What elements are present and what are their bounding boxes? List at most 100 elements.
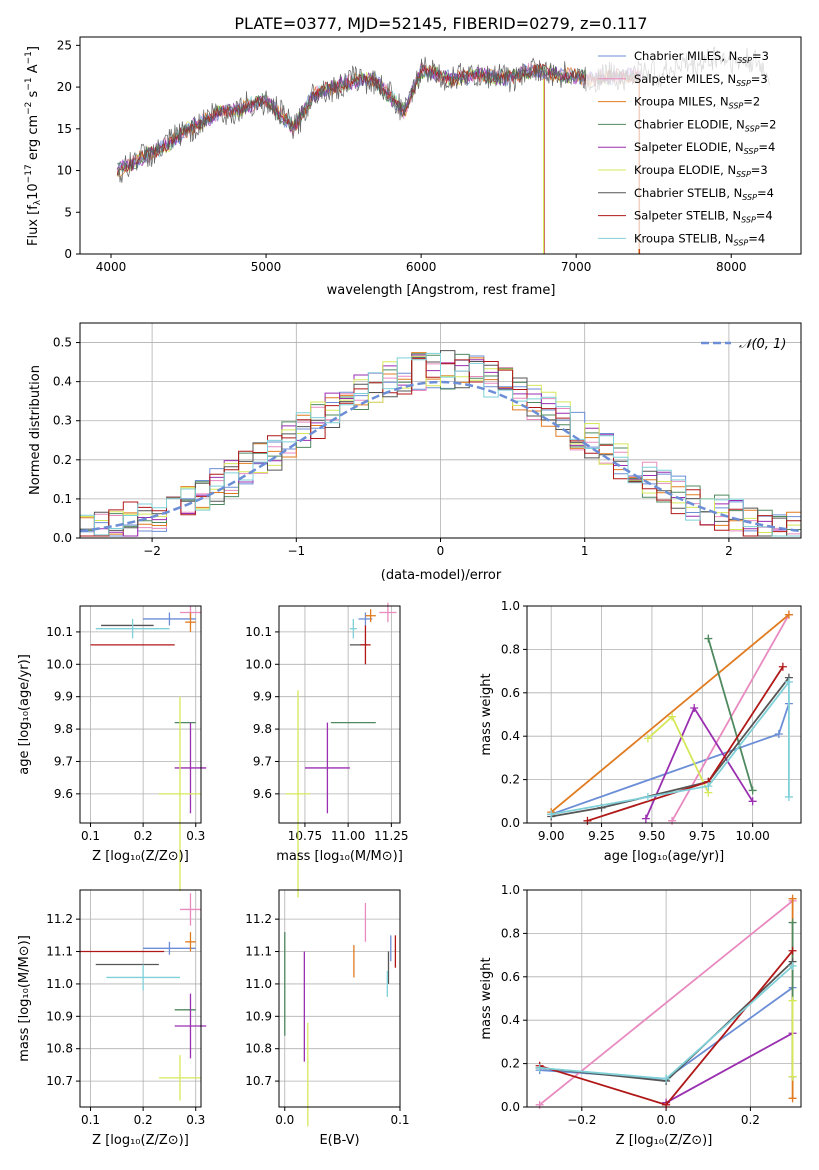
weight-line bbox=[645, 706, 754, 820]
weight-marker bbox=[784, 792, 793, 801]
x-axis-label: Z [log₁₀(Z/Z⊙)] bbox=[92, 849, 189, 864]
histogram-step-line bbox=[80, 355, 801, 537]
y-tick-label: 10.1 bbox=[46, 625, 73, 639]
y-tick-label: 10.7 bbox=[46, 1074, 73, 1088]
x-tick-label: 0.3 bbox=[186, 1113, 205, 1127]
mass-weight-vs-metallicity-panel: −0.2 0.0 0.2 0.0 0.2 0.4 0.6 0.8 1.0 Z [log₁₀(Z/Z… bbox=[479, 883, 802, 1148]
x-tick-label: 8000 bbox=[716, 260, 747, 274]
legend-nssp-value: =3 bbox=[752, 49, 769, 63]
x-tick-label: 9.75 bbox=[689, 829, 716, 843]
y-tick-label: 10.9 bbox=[46, 1009, 73, 1023]
y-tick-label: 0.2 bbox=[501, 1057, 520, 1071]
weight-line bbox=[551, 677, 790, 818]
weight-marker bbox=[788, 1094, 797, 1103]
weight-marker bbox=[583, 816, 592, 825]
y-tick-label: 10.1 bbox=[245, 625, 272, 639]
y-tick-label: 0.8 bbox=[501, 926, 520, 940]
weight-marker bbox=[748, 797, 757, 806]
plot-content bbox=[80, 893, 207, 1101]
legend-nssp-value: =3 bbox=[751, 72, 768, 86]
y-tick-label: 0.0 bbox=[501, 1100, 520, 1114]
x-tick-label: −0.2 bbox=[567, 1113, 596, 1127]
axes-frame bbox=[526, 889, 802, 1108]
weight-marker bbox=[784, 677, 793, 686]
x-tick-label: 9.00 bbox=[538, 829, 565, 843]
x-tick-label: 0.0 bbox=[657, 1113, 676, 1127]
y-tick-label: 0.0 bbox=[501, 816, 520, 830]
x-tick-label: 0.2 bbox=[134, 829, 153, 843]
x-tick-label: 7000 bbox=[561, 260, 592, 274]
weight-marker bbox=[704, 782, 713, 791]
axes-frame bbox=[79, 889, 202, 1108]
spectrum-legend: Chabrier MILES, NSSP=3 Salpeter MILES, NS… bbox=[586, 44, 798, 249]
residual-histogram-panel: −2 −1 0 1 2 0.0 0.1 0.2 0.3 0.4 0.5 (data-model)/e… bbox=[28, 322, 802, 583]
legend-subscript: SSP bbox=[736, 79, 751, 88]
x-axis-label: Z [log₁₀(Z/Z⊙)] bbox=[616, 1133, 713, 1148]
legend-subscript: SSP bbox=[745, 124, 760, 133]
legend-subscript: SSP bbox=[741, 216, 756, 225]
spectrum-title: PLATE=0377, MJD=52145, FIBERID=0279, z=0… bbox=[234, 14, 647, 33]
y-tick-label: 0.6 bbox=[501, 970, 520, 984]
y-tick-label: 9.7 bbox=[253, 754, 272, 768]
y-tick-label: 11.2 bbox=[245, 912, 272, 926]
weight-marker bbox=[774, 730, 783, 739]
y-axis-label: age [log₁₀(age/yr)] bbox=[17, 654, 32, 775]
legend-nssp-value: =2 bbox=[760, 117, 777, 131]
y-tick-label: 10 bbox=[57, 164, 72, 178]
spectrum-x-label: wavelength [Angstrom, rest frame] bbox=[327, 283, 556, 298]
weight-marker bbox=[535, 1063, 544, 1072]
weight-marker bbox=[788, 918, 797, 927]
x-axis-label: Z [log₁₀(Z/Z⊙)] bbox=[92, 1133, 189, 1148]
y-tick-label: 10.0 bbox=[245, 657, 272, 671]
y-axis-label: mass [log₁₀(M/M⊙)] bbox=[17, 935, 32, 1062]
x-tick-label: 2 bbox=[725, 544, 733, 558]
x-tick-label: 9.50 bbox=[639, 829, 666, 843]
mass-vs-extinction-panel: 0.0 0.1 10.7 10.8 10.9 11.0 11.1 11.2 E(B-V) bbox=[245, 889, 410, 1148]
x-tick-label: 0.1 bbox=[390, 1113, 409, 1127]
weight-marker bbox=[748, 786, 757, 795]
mass-weight-vs-age-panel: 9.00 9.25 9.50 9.75 10.00 0.0 0.2 0.4 0.6 0.8 1.0 a… bbox=[479, 599, 802, 864]
legend-nssp-value: =4 bbox=[748, 231, 765, 245]
legend-nssp-value: =3 bbox=[751, 163, 768, 177]
legend-nssp-value: =4 bbox=[757, 186, 774, 200]
y-tick-label: 0.4 bbox=[501, 729, 520, 743]
weight-marker bbox=[643, 734, 652, 743]
legend-nssp-value: =2 bbox=[743, 95, 760, 109]
spectrum-y-label: Flux [fλ10−17 erg cm−2 s−1 A−1] bbox=[24, 46, 43, 246]
weight-line bbox=[665, 1032, 794, 1104]
y-tick-label: 0.4 bbox=[501, 1013, 520, 1027]
x-tick-label: 0.1 bbox=[81, 829, 100, 843]
x-tick-label: −2 bbox=[143, 544, 161, 558]
y-tick-label: 1.0 bbox=[501, 599, 520, 613]
x-tick-label: 6000 bbox=[406, 260, 437, 274]
y-tick-label: 9.8 bbox=[253, 722, 272, 736]
weight-marker bbox=[788, 996, 797, 1005]
y-tick-label: 11.0 bbox=[46, 977, 73, 991]
x-tick-label: 0.3 bbox=[186, 829, 205, 843]
weight-marker bbox=[788, 1072, 797, 1081]
weight-marker bbox=[668, 816, 677, 825]
y-tick-label: 9.9 bbox=[253, 690, 272, 704]
x-tick-label: 11.25 bbox=[374, 829, 408, 843]
age-vs-metallicity-panel: 0.1 0.2 0.3 9.6 9.7 9.8 9.9 10.0 10.1 Z [log₁₀(Z/… bbox=[17, 605, 207, 892]
weight-marker bbox=[784, 610, 793, 619]
y-tick-label: 11.0 bbox=[245, 977, 272, 991]
histogram-steps bbox=[80, 350, 801, 537]
weight-marker bbox=[547, 810, 556, 819]
y-tick-label: 0.0 bbox=[53, 531, 72, 545]
x-tick-label: 9.25 bbox=[588, 829, 615, 843]
y-axis-label: mass weight bbox=[479, 673, 494, 755]
weight-marker bbox=[690, 703, 699, 712]
mass-vs-metallicity-panel: 0.1 0.2 0.3 10.7 10.8 10.9 11.0 11.1 11.2 Z [log₁… bbox=[17, 889, 207, 1148]
legend-nssp-value: =4 bbox=[756, 209, 773, 223]
y-tick-label: 9.6 bbox=[253, 787, 272, 801]
legend-label: Salpeter MILES, NSSP=3 bbox=[634, 72, 768, 88]
legend-subscript: SSP bbox=[729, 102, 744, 111]
legend-subscript: SSP bbox=[744, 147, 759, 156]
y-tick-label: 9.9 bbox=[54, 690, 73, 704]
y-tick-label: 10.9 bbox=[245, 1009, 272, 1023]
y-tick-label: 15 bbox=[57, 122, 72, 136]
y-tick-label: 5 bbox=[64, 205, 72, 219]
y-tick-label: 0.1 bbox=[53, 492, 72, 506]
